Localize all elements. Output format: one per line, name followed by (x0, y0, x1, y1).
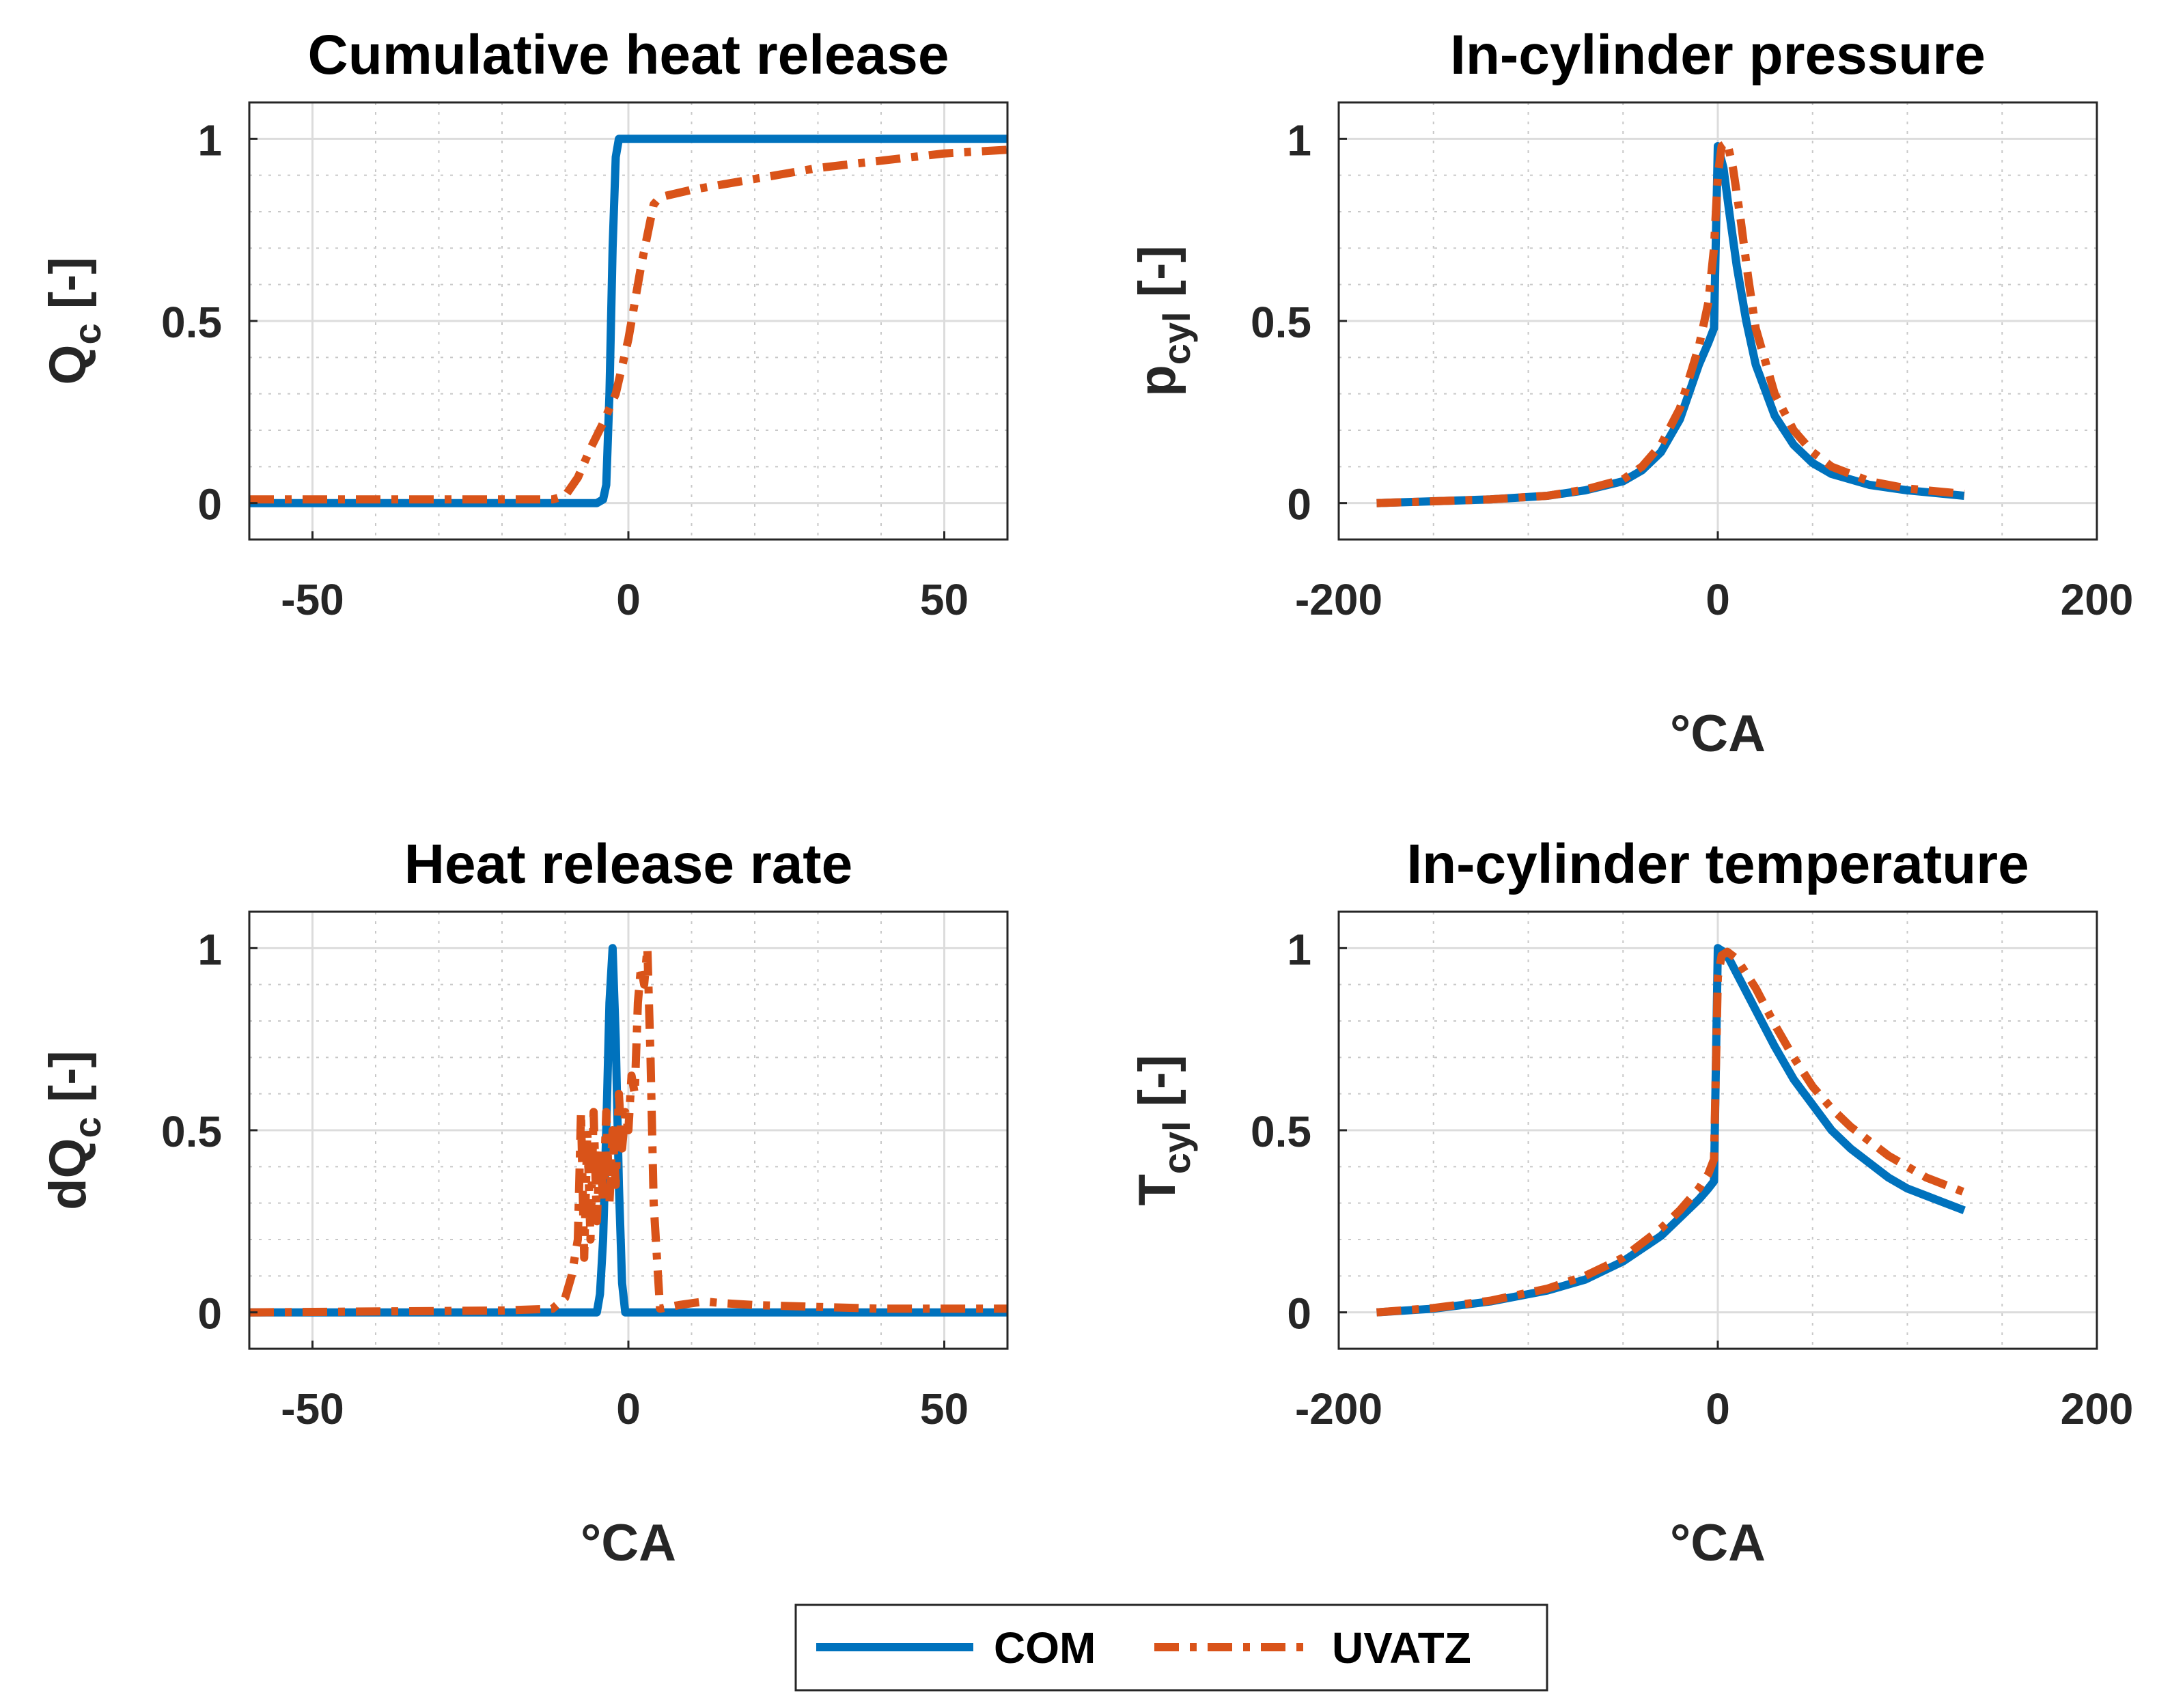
series-line-uvatz (249, 944, 1007, 1317)
y-tick-label: 0 (197, 1289, 222, 1339)
y-tick-label: 0 (1287, 1289, 1311, 1339)
y-axis-label-base: Q (39, 345, 97, 385)
y-axis-label-unit: [-] (39, 1050, 97, 1117)
legend-label-com: COM (994, 1623, 1096, 1672)
panel-in-cylinder-pressure: -200 0 200 0 0.5 1 In-cylinder pressure °CA pcyl… (1128, 24, 2133, 763)
chart-title: In-cylinder pressure (1450, 24, 1986, 86)
y-tick-label: 0.5 (161, 1107, 222, 1156)
y-axis-label-subscript: cyl (1155, 311, 1198, 365)
y-tick-label: 0.5 (161, 298, 222, 347)
x-tick-label: -200 (1295, 575, 1382, 624)
y-tick-label: 1 (1287, 925, 1311, 974)
panel-cumulative-heat-release: -50 0 50 0 0.5 1 Cumulative heat release Qc [-] (39, 24, 1009, 624)
x-axis-label: °CA (1670, 705, 1766, 763)
y-axis-label: Qc [-] (39, 257, 109, 384)
x-tick-label: 0 (616, 1384, 641, 1433)
series-line-uvatz (1376, 138, 1965, 507)
legend-label-uvatz: UVATZ (1332, 1623, 1471, 1672)
y-tick-label: 0 (197, 480, 222, 529)
y-axis-label-unit: [-] (1128, 245, 1186, 311)
y-axis-label-unit: [-] (39, 257, 97, 323)
panel-heat-release-rate: -50 0 50 0 0.5 1 Heat release rate °CA dQc [-] (39, 833, 1009, 1572)
legend: COM UVATZ (794, 1604, 1548, 1692)
series-line-uvatz (249, 145, 1008, 504)
x-tick-label: 50 (920, 1384, 969, 1433)
x-tick-label: -200 (1295, 1384, 1382, 1433)
x-tick-label: 50 (920, 575, 969, 624)
x-tick-label: 0 (1706, 1384, 1730, 1433)
x-tick-label: 200 (2061, 575, 2134, 624)
y-axis-label-base: dQ (39, 1138, 97, 1210)
y-tick-label: 0.5 (1251, 1107, 1311, 1156)
y-tick-label: 0.5 (1251, 298, 1311, 347)
y-tick-label: 1 (197, 115, 222, 165)
y-axis-label-base: p (1128, 365, 1186, 396)
series-line-uvatz (1376, 947, 1966, 1317)
x-tick-label: -50 (281, 1384, 344, 1433)
panel-in-cylinder-temperature: -200 0 200 0 0.5 1 In-cylinder temperature °CA T… (1128, 833, 2133, 1572)
x-tick-label: 0 (616, 575, 641, 624)
x-tick-label: -50 (281, 575, 344, 624)
chart-title: Cumulative heat release (308, 24, 949, 86)
x-tick-label: 200 (2061, 1384, 2134, 1433)
y-tick-label: 1 (1287, 115, 1311, 165)
y-axis-label-subscript: cyl (1155, 1121, 1198, 1174)
y-axis-label-base: T (1128, 1174, 1186, 1205)
x-tick-label: 0 (1706, 575, 1730, 624)
y-axis-label: Tcyl [-] (1128, 1054, 1198, 1205)
y-axis-label-subscript: c (66, 323, 109, 344)
series-line-com (249, 135, 1007, 507)
series-line-com (249, 944, 1007, 1317)
y-tick-label: 1 (197, 925, 222, 974)
y-axis-label-unit: [-] (1128, 1054, 1186, 1121)
y-axis-label-subscript: c (66, 1117, 109, 1138)
x-axis-label: °CA (1670, 1514, 1766, 1572)
y-axis-label: pcyl [-] (1128, 245, 1198, 396)
x-axis-label: °CA (581, 1514, 676, 1572)
y-axis-label: dQc [-] (39, 1050, 109, 1210)
chart-title: In-cylinder temperature (1406, 833, 2029, 895)
y-tick-label: 0 (1287, 480, 1311, 529)
chart-title: Heat release rate (404, 833, 852, 895)
